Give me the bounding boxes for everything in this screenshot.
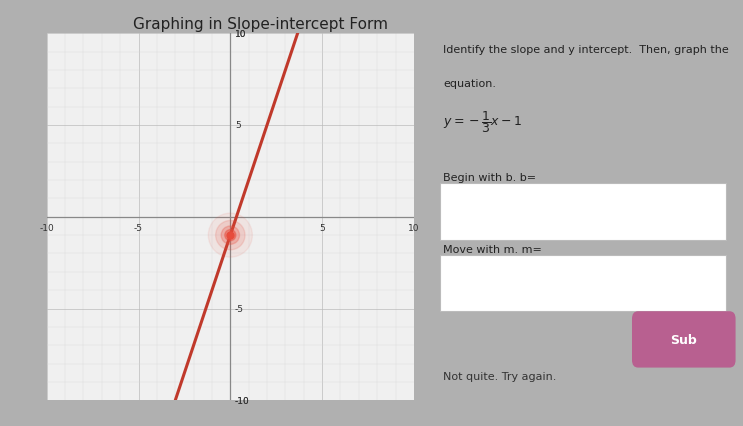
Text: 5: 5 [235,121,241,130]
Text: Move with m. m=: Move with m. m= [443,244,542,254]
Text: Graphing in Slope-intercept Form: Graphing in Slope-intercept Form [132,17,388,32]
Circle shape [208,213,253,258]
Text: 10: 10 [235,29,247,39]
Text: Identify the slope and y intercept.  Then, graph the: Identify the slope and y intercept. Then… [443,45,729,55]
Text: Not quite. Try again.: Not quite. Try again. [443,371,557,381]
Text: -5: -5 [235,304,244,314]
Circle shape [215,221,245,250]
FancyBboxPatch shape [632,311,736,368]
Text: 5: 5 [319,224,325,233]
Text: $y = -\dfrac{1}{3}x - 1$: $y = -\dfrac{1}{3}x - 1$ [443,109,522,135]
Text: -10: -10 [235,396,250,405]
Text: -10: -10 [235,396,250,405]
FancyBboxPatch shape [440,184,727,240]
FancyBboxPatch shape [440,255,727,311]
Text: -10: -10 [39,224,54,233]
Circle shape [221,227,239,245]
Text: Begin with b. b=: Begin with b. b= [443,173,536,183]
Text: equation.: equation. [443,79,496,89]
Text: 10: 10 [235,29,247,39]
Circle shape [225,230,236,241]
Text: 10: 10 [408,224,420,233]
Text: -5: -5 [134,224,143,233]
Text: Sub: Sub [670,333,697,346]
